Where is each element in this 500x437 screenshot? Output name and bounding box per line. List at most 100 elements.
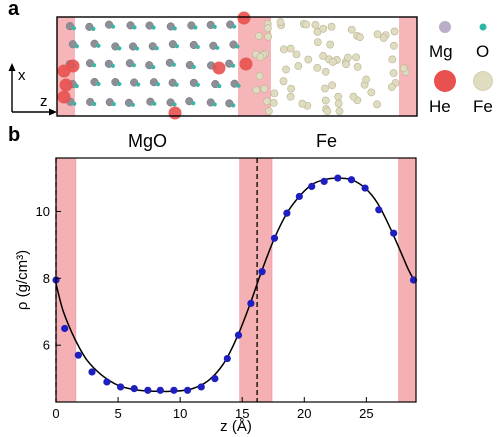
region-label-fe: Fe [316, 131, 338, 151]
density-point-8 [156, 386, 164, 394]
fe-atom [362, 75, 371, 84]
he-atom [59, 78, 73, 92]
legend-swatch-fe [473, 71, 493, 91]
density-point-16 [258, 268, 266, 276]
fe-atom [254, 32, 263, 40]
y-tick-label-1: 8 [43, 271, 50, 286]
interface-band-1 [239, 157, 273, 403]
density-point-26 [390, 229, 398, 237]
legend-label-he: He [429, 97, 451, 116]
o-atom [131, 63, 136, 68]
legend-swatch-o [479, 23, 487, 31]
fe-atom [286, 44, 295, 53]
fe-atom [263, 24, 272, 33]
o-atom [217, 83, 222, 89]
x-tick-label-0: 0 [52, 406, 59, 421]
fe-atom [399, 64, 408, 73]
fe-atom [379, 34, 388, 42]
fe-atom [286, 92, 295, 101]
atom-legend [434, 21, 493, 92]
density-point-25 [375, 206, 383, 214]
x-tick-label-3: 15 [235, 406, 249, 421]
o-atom [91, 26, 96, 31]
density-point-13 [223, 354, 231, 363]
fe-atom [328, 58, 337, 66]
o-atom [193, 25, 198, 30]
density-point-6 [130, 385, 138, 393]
o-atom [110, 24, 116, 29]
y-axis-label: ρ (g/cm³) [14, 250, 31, 310]
fe-atom [342, 60, 350, 69]
fe-atom [387, 83, 396, 91]
axis-x-label: x [18, 67, 26, 84]
o-atom [134, 46, 140, 51]
o-atom [71, 26, 77, 31]
region-label-mgo: MgO [128, 131, 168, 151]
fe-atom [321, 84, 329, 93]
he-atom [239, 57, 253, 71]
x-tick-label-2: 10 [173, 406, 187, 421]
fe-atom [388, 55, 397, 64]
density-point-27 [409, 276, 418, 284]
density-point-0 [52, 276, 60, 284]
o-atom [91, 63, 97, 68]
o-atom [155, 82, 161, 87]
fe-atom [390, 27, 399, 36]
legend-swatch-mg [439, 21, 451, 33]
fe-atom [279, 45, 288, 54]
he-atom [168, 106, 182, 120]
fe-atom [353, 62, 362, 71]
panel-b-letter: b [8, 124, 21, 146]
fe-atom [260, 84, 269, 93]
o-atom [174, 44, 180, 49]
he-atom [212, 61, 226, 75]
o-atom [74, 44, 79, 49]
density-point-3 [88, 368, 96, 376]
fe-atom [302, 20, 311, 29]
o-atom [72, 101, 77, 106]
density-fit-curve [55, 177, 417, 393]
legend-swatch-he [434, 70, 456, 92]
density-point-24 [361, 184, 369, 192]
fe-atom [352, 53, 361, 62]
o-atom [110, 63, 115, 68]
fe-atom [256, 53, 265, 61]
o-atom [195, 44, 200, 50]
o-atom [212, 102, 217, 107]
o-atom [132, 25, 137, 30]
legend-label-mg: Mg [429, 42, 453, 61]
o-atom [232, 24, 237, 29]
fe-atom [264, 107, 273, 116]
he-atom [57, 90, 71, 104]
fe-atom [373, 30, 382, 39]
y-tick-label-2: 10 [36, 204, 50, 219]
density-point-1 [61, 324, 69, 333]
o-atom [172, 26, 177, 31]
o-atom [235, 44, 240, 49]
interface-band-a-right [399, 17, 417, 116]
fe-atom [328, 81, 337, 90]
legend-label-o: O [476, 42, 490, 61]
fe-atom [298, 99, 307, 108]
panel-a-letter: a [8, 0, 20, 20]
o-atom [152, 101, 157, 106]
fe-atom [264, 32, 273, 41]
fe-atom [319, 24, 328, 33]
interface-band-0 [55, 157, 77, 403]
interface-band-2 [398, 157, 417, 403]
density-point-21 [320, 177, 328, 185]
fe-atom [276, 18, 285, 26]
density-point-12 [211, 375, 219, 383]
fe-atom [292, 50, 301, 59]
density-point-19 [295, 192, 303, 201]
fe-atom [255, 72, 264, 80]
fe-atom [356, 33, 364, 42]
o-atom [117, 46, 122, 51]
o-atom [136, 82, 141, 87]
fe-atom [311, 20, 320, 29]
fe-atom [321, 96, 330, 105]
fe-atom [349, 92, 358, 101]
fe-atom [334, 99, 343, 108]
o-atom [231, 103, 236, 108]
density-point-10 [183, 386, 192, 394]
